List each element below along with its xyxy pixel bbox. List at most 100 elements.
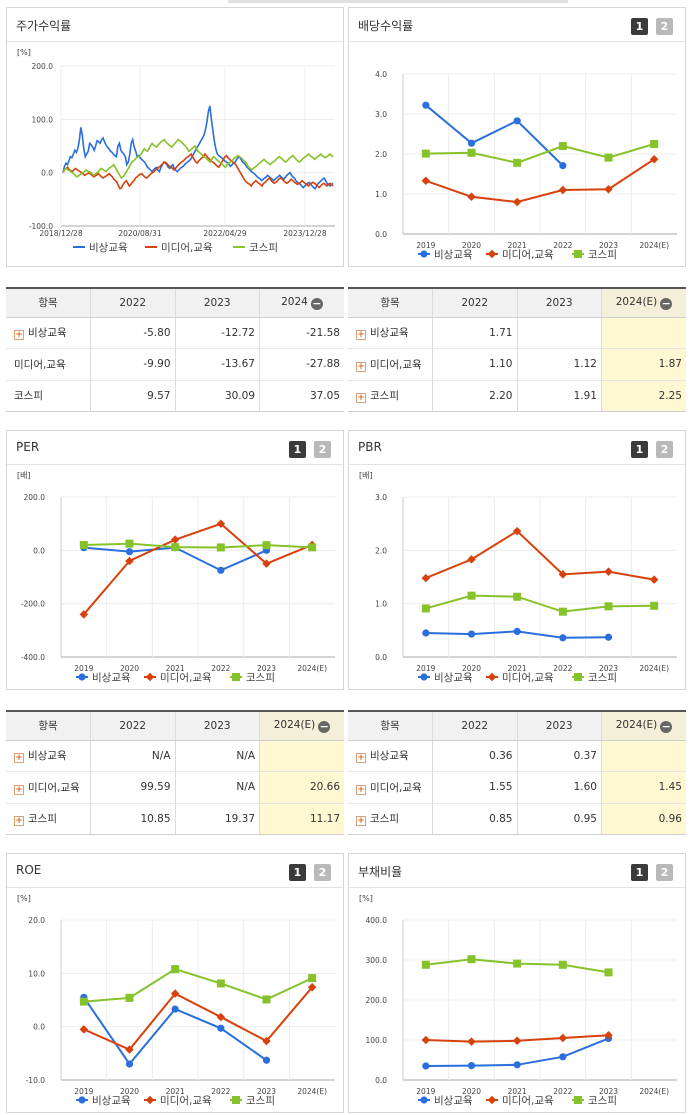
- data-point-square: [125, 539, 134, 548]
- expand-icon[interactable]: +: [14, 753, 24, 764]
- x-tick-label: 2023: [599, 664, 618, 673]
- data-point-square: [650, 140, 659, 148]
- column-header: 2022: [90, 289, 175, 318]
- expand-icon[interactable]: +: [14, 784, 24, 795]
- x-tick-label: 2024(E): [297, 1087, 327, 1096]
- x-tick-label: 2022: [211, 664, 230, 673]
- data-point-diamond: [307, 982, 317, 992]
- view-button-1[interactable]: 1: [289, 864, 306, 881]
- expand-icon[interactable]: +: [356, 816, 366, 827]
- row-label: + 비상교육: [348, 316, 433, 349]
- x-tick-label: 2019: [416, 664, 435, 673]
- view-button-1[interactable]: 1: [289, 441, 306, 458]
- table-header-row: 항목 2022 2023 2024(E) −: [6, 712, 344, 741]
- legend-label: 코스피: [246, 1095, 275, 1107]
- y-tick-label: 0.0: [33, 546, 45, 555]
- data-point-circle: [125, 1060, 134, 1068]
- data-point-square: [513, 158, 522, 167]
- debt-ratio-chart: [%] 400.0 300.0 200.0 100.0 0.0 2019 2020 2021 20…: [359, 894, 677, 1107]
- y-tick-label: -100.0: [29, 222, 53, 231]
- panel-title: PER: [16, 440, 40, 454]
- table-header-row: 항목 2022 2023 2024−: [6, 289, 344, 318]
- expand-icon[interactable]: +: [356, 784, 366, 795]
- data-point-square: [604, 968, 613, 977]
- expand-icon[interactable]: +: [356, 393, 366, 404]
- data-point-square: [574, 250, 582, 258]
- x-tick-label: 2024(E): [639, 1087, 669, 1096]
- data-point-diamond: [262, 559, 271, 568]
- data-point-diamond: [604, 1030, 613, 1040]
- data-point-diamond: [467, 192, 476, 202]
- dividend-yield-table: 항목 2022 2023 2024(E) − + 비상교육 1.71 + 미디어,교육 1.10 1.…: [348, 287, 686, 412]
- expand-icon[interactable]: +: [14, 330, 24, 341]
- data-point-diamond: [649, 575, 659, 584]
- expand-icon[interactable]: +: [14, 816, 24, 827]
- panel-title: PBR: [358, 440, 382, 454]
- view-button-1[interactable]: 1: [631, 441, 648, 458]
- data-point-square: [232, 1096, 240, 1104]
- expand-icon[interactable]: +: [356, 753, 366, 764]
- y-tick-label: 200.0: [32, 62, 54, 71]
- x-tick-label: 2020: [120, 1087, 139, 1096]
- data-point-circle: [125, 548, 134, 556]
- view-button-2[interactable]: 2: [656, 441, 673, 458]
- view-button-1[interactable]: 1: [631, 18, 648, 35]
- data-point-square: [513, 959, 522, 968]
- data-point-square: [574, 673, 582, 681]
- x-tick-label: 2020: [462, 664, 481, 673]
- data-point-diamond: [421, 573, 431, 583]
- table-row: + 비상교육 1.71: [348, 316, 686, 349]
- legend-label: 미디어,교육: [502, 1095, 554, 1107]
- data-point-diamond: [421, 1035, 431, 1045]
- x-tick-label: 2019: [416, 241, 435, 250]
- expand-icon[interactable]: +: [356, 330, 366, 341]
- panel-title: 주가수익률: [16, 19, 72, 33]
- row-label: + 코스피: [6, 802, 91, 834]
- table-cell: [601, 739, 686, 772]
- collapse-icon[interactable]: −: [310, 296, 323, 310]
- collapse-icon[interactable]: −: [660, 296, 673, 310]
- table-cell: N/A: [174, 739, 260, 772]
- data-point-square: [558, 607, 567, 616]
- table-header-row: 항목 2022 2023 2024(E) −: [348, 289, 686, 318]
- expand-icon[interactable]: +: [356, 361, 366, 372]
- data-point-square: [79, 997, 88, 1006]
- view-button-2[interactable]: 2: [314, 864, 331, 881]
- data-point-diamond: [170, 989, 180, 998]
- view-button-2[interactable]: 2: [314, 441, 331, 458]
- x-tick-label: 2021: [508, 664, 527, 673]
- x-tick-label: 2020: [462, 241, 481, 250]
- table-cell: [259, 739, 344, 772]
- column-header: 2022: [432, 289, 517, 318]
- collapse-icon[interactable]: −: [318, 719, 331, 733]
- data-point-diamond: [421, 176, 431, 186]
- collapse-icon[interactable]: −: [660, 719, 673, 733]
- data-point-circle: [467, 630, 476, 638]
- legend-label: 코스피: [588, 1095, 617, 1107]
- data-point-square: [467, 591, 476, 600]
- table-cell: -9.90: [90, 348, 175, 381]
- y-tick-label: 400.0: [366, 916, 388, 925]
- row-label: 미디어,교육: [6, 348, 91, 381]
- view-button-2[interactable]: 2: [656, 18, 673, 35]
- data-point-circle: [217, 1024, 225, 1032]
- panel-title: 배당수익률: [358, 19, 414, 33]
- view-button-1[interactable]: 1: [631, 864, 648, 881]
- table-cell: 11.17: [259, 802, 344, 834]
- data-point-circle: [513, 117, 521, 125]
- x-tick-label: 2019: [74, 1087, 93, 1096]
- legend-label: 미디어,교육: [502, 672, 554, 684]
- data-point-diamond: [512, 526, 522, 536]
- y-tick-label: 100.0: [366, 1036, 388, 1045]
- table-cell: 37.05: [259, 379, 344, 411]
- x-tick-label: 2021: [508, 241, 527, 250]
- legend-label: 비상교육: [434, 672, 473, 684]
- row-label: + 코스피: [348, 379, 433, 411]
- column-header: 2023: [516, 712, 602, 741]
- data-table: 항목 2022 2023 2024(E) − + 비상교육 N/A N/A + 미디어,교육 99.5…: [6, 712, 344, 834]
- y-tick-label: 1.0: [375, 600, 387, 609]
- view-button-2[interactable]: 2: [656, 864, 673, 881]
- data-point-circle: [422, 1062, 430, 1070]
- data-point-diamond: [604, 567, 613, 576]
- legend-label: 비상교육: [434, 1095, 473, 1107]
